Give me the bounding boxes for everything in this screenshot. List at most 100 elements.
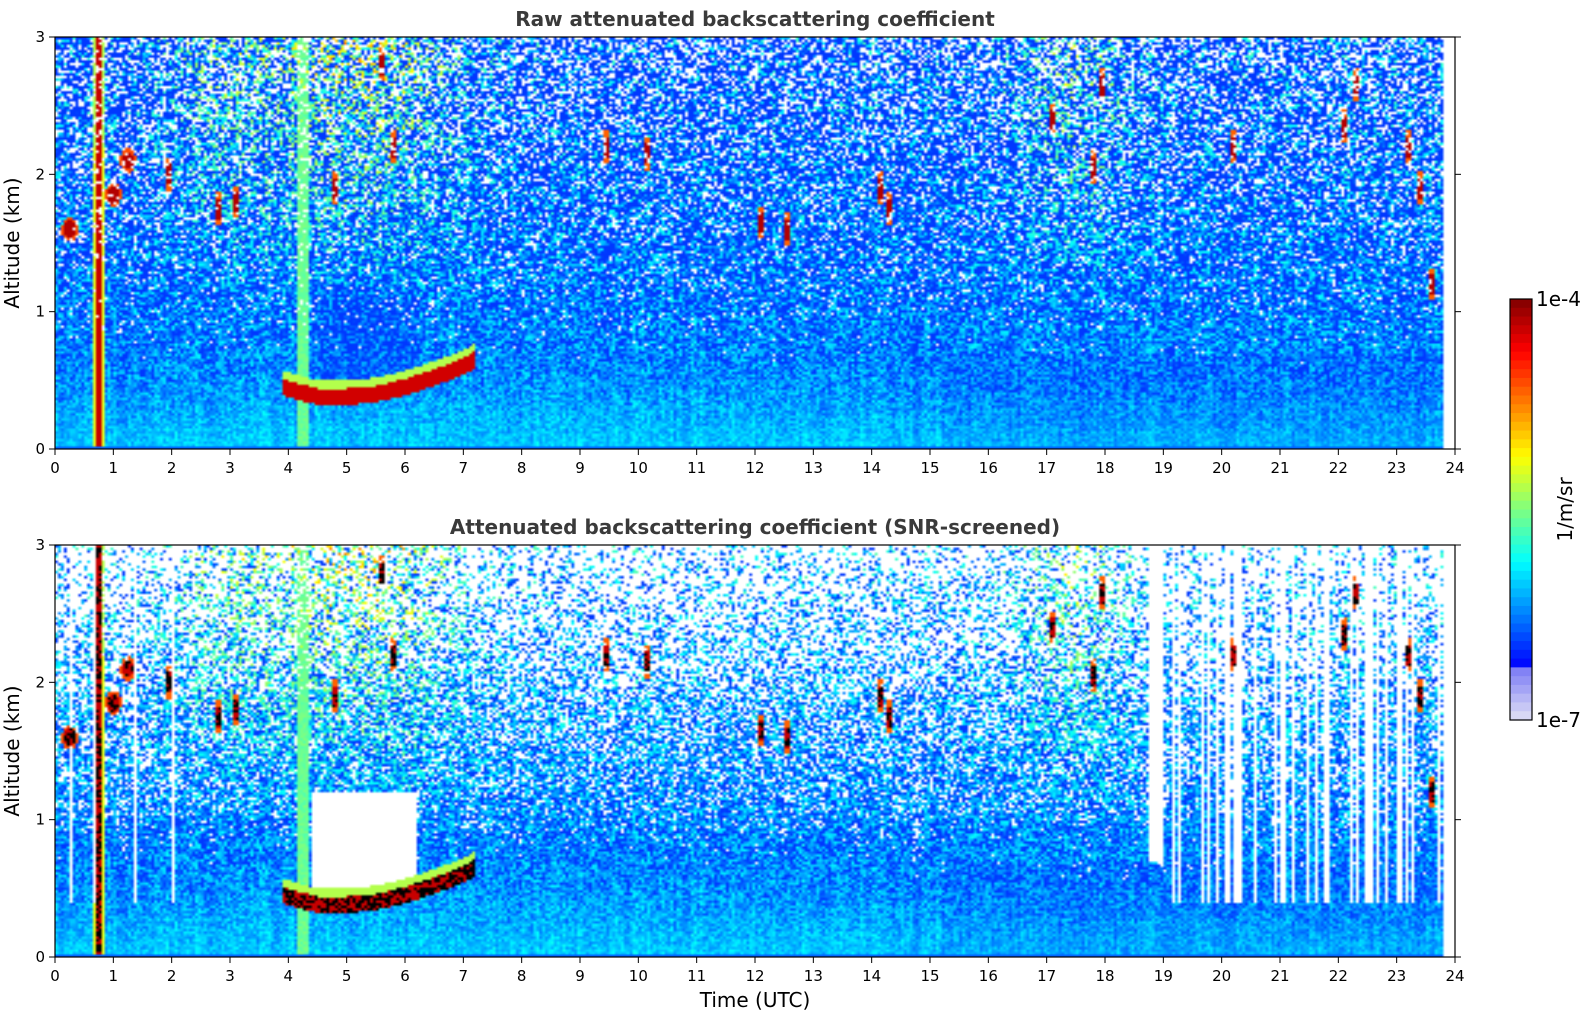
colorbar-segment [1510,544,1532,554]
x-tick-label: 11 [687,967,706,985]
colorbar-segment [1510,614,1532,625]
colorbar-segment [1510,693,1532,704]
colorbar-segment [1510,562,1532,572]
colorbar-segment [1510,360,1532,370]
x-tick-label: 16 [979,459,998,477]
x-tick-label: 3 [225,459,235,477]
colorbar-segment [1510,500,1532,511]
colorbar-label: 1/m/sr [1553,477,1577,542]
x-tick-label: 6 [400,459,410,477]
x-tick-label: 10 [629,459,648,477]
x-tick-label: 9 [575,967,585,985]
x-tick-label: 20 [1212,967,1231,985]
colorbar-segment [1510,518,1532,528]
x-tick-label: 23 [1387,967,1406,985]
colorbar-segment [1510,439,1532,449]
x-tick-label: 23 [1387,459,1406,477]
colorbar-segment [1510,667,1532,677]
colorbar-segment [1510,649,1532,660]
panel-title: Raw attenuated backscattering coefficien… [515,7,995,31]
y-axis-label: Altitude (km) [0,177,24,308]
x-tick-label: 1 [109,459,119,477]
colorbar-segment [1510,579,1532,590]
panel-title: Attenuated backscattering coefficient (S… [450,515,1060,539]
x-tick-label: 12 [745,459,764,477]
colorbar-segment [1510,632,1532,642]
colorbar-segment [1510,684,1532,695]
x-tick-label: 5 [342,459,352,477]
x-tick-label: 24 [1445,459,1464,477]
colorbar-segment [1510,509,1532,519]
colorbar-segment [1510,527,1532,537]
colorbar-segment [1510,413,1532,423]
x-tick-label: 17 [1037,967,1056,985]
x-tick-label: 10 [629,967,648,985]
y-tick-label: 2 [35,165,45,183]
colorbar-segment [1510,395,1532,405]
colorbar-segment [1510,299,1532,309]
y-tick-label: 2 [35,673,45,691]
colorbar-segment [1510,342,1532,353]
colorbar-segment [1510,711,1532,721]
x-tick-label: 21 [1270,459,1289,477]
x-tick-label: 4 [284,459,294,477]
panel-2: 0 1 2 3 4 5 6 7 8 9 10 11 12 13 14 15 16 17 18 19 20 21 22 23 24… [0,515,1465,1012]
x-tick-label: 19 [1154,967,1173,985]
x-tick-label: 2 [167,459,177,477]
colorbar-segment [1510,421,1532,432]
x-tick-label: 8 [517,459,527,477]
x-tick-label: 14 [862,967,881,985]
colorbar-segment [1510,377,1532,388]
colorbar-segment [1510,658,1532,668]
heatmap-raster-2 [55,545,1455,957]
colorbar: 1e-4 1e-7 1/m/sr [1509,287,1581,732]
x-tick-label: 11 [687,459,706,477]
colorbar-segment [1510,465,1532,476]
colorbar-segment [1510,605,1532,616]
x-tick-label: 3 [225,967,235,985]
x-tick-label: 13 [804,967,823,985]
x-tick-label: 16 [979,967,998,985]
colorbar-segment [1510,676,1532,686]
colorbar-segment [1510,588,1532,598]
x-tick-label: 22 [1329,459,1348,477]
colorbar-segment [1510,641,1532,651]
colorbar-segment [1510,491,1532,502]
colorbar-segment [1510,351,1532,361]
colorbar-segment [1510,483,1532,493]
x-tick-label: 9 [575,459,585,477]
colorbar-segment [1510,404,1532,414]
x-tick-label: 1 [109,967,119,985]
y-tick-label: 1 [35,303,45,321]
x-tick-label: 18 [1095,459,1114,477]
y-axis-label: Altitude (km) [0,685,24,816]
x-tick-label: 24 [1445,967,1464,985]
colorbar-min-label: 1e-7 [1536,708,1581,732]
colorbar-frame [1509,298,1533,721]
x-tick-label: 13 [804,459,823,477]
x-tick-label: 20 [1212,459,1231,477]
colorbar-segment [1510,474,1532,484]
y-tick-label: 1 [35,811,45,829]
heatmap-raster-1 [55,37,1455,449]
colorbar-segment [1510,386,1532,397]
x-tick-label: 2 [167,967,177,985]
x-tick-label: 0 [50,459,60,477]
x-tick-label: 7 [459,967,469,985]
y-tick-label: 3 [35,536,45,554]
y-tick-label: 0 [35,440,45,458]
y-tick-label: 3 [35,28,45,46]
x-tick-label: 12 [745,967,764,985]
colorbar-segment [1510,570,1532,581]
x-tick-label: 21 [1270,967,1289,985]
colorbar-segment [1510,702,1532,712]
panel-1: 0 1 2 3 4 5 6 7 8 9 10 11 12 13 14 15 16 17 18 19 20 21 22 23 24… [0,7,1465,477]
colorbar-segment [1510,430,1532,440]
x-tick-label: 15 [920,967,939,985]
x-tick-label: 18 [1095,967,1114,985]
x-tick-label: 4 [284,967,294,985]
x-tick-label: 6 [400,967,410,985]
x-tick-label: 8 [517,967,527,985]
colorbar-segment [1510,623,1532,633]
